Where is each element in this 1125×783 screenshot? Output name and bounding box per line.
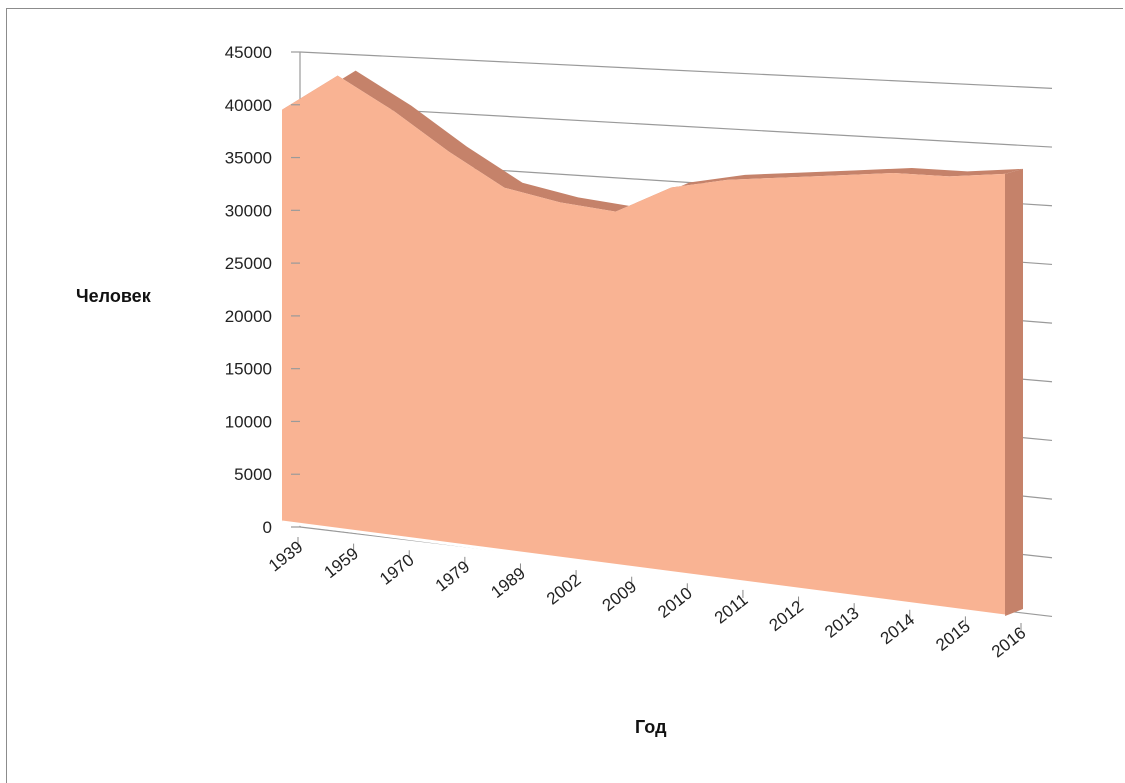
data-point-2014: [910, 166, 914, 170]
x-tick-label: 2012: [765, 597, 807, 635]
area-fill: [282, 75, 1005, 616]
x-axis-title: Год: [635, 717, 667, 737]
gridline: [299, 104, 1053, 148]
data-point-2013: [854, 168, 858, 172]
y-tick-label: 0: [263, 518, 272, 537]
y-tick-label: 5000: [234, 465, 272, 484]
data-point-2015: [965, 169, 969, 173]
gridline: [299, 51, 1053, 90]
y-tick-label: 25000: [225, 254, 272, 273]
data-point-1989: [520, 181, 524, 185]
x-tick-label: 2013: [821, 603, 863, 641]
x-tick-label: 2015: [932, 617, 974, 655]
y-tick-label: 35000: [225, 149, 272, 168]
x-tick-label: 1959: [321, 544, 363, 582]
x-tick-label: 1939: [265, 537, 307, 575]
data-point-2010: [687, 181, 691, 185]
x-tick-label: 2011: [711, 590, 752, 627]
x-tick-label: 2014: [877, 610, 919, 648]
y-axis-ticks: 0 5000 10000 15000 20000 25000 30000 35000 40000…: [225, 43, 300, 537]
data-point-2002: [576, 195, 580, 199]
data-point-2016: [1021, 167, 1025, 171]
area-top-edge: [282, 70, 1023, 212]
data-point-1970: [409, 104, 413, 108]
y-axis-title: Человек: [76, 286, 152, 306]
x-tick-label: 1970: [376, 550, 418, 588]
data-point-2011: [743, 173, 747, 177]
y-tick-label: 10000: [225, 412, 272, 431]
x-tick-label: 2002: [543, 570, 585, 608]
data-point-2012: [799, 171, 803, 175]
y-tick-label: 15000: [225, 360, 272, 379]
y-tick-label: 45000: [225, 43, 272, 62]
y-tick-label: 30000: [225, 201, 272, 220]
area-side: [1005, 168, 1023, 617]
data-point-1959: [354, 69, 358, 73]
y-tick-label: 40000: [225, 96, 272, 115]
x-tick-label: 1989: [487, 564, 529, 602]
x-tick-label: 2016: [988, 623, 1030, 661]
chart-frame: [6, 8, 1123, 783]
area-bottom-edge: [281, 520, 1006, 618]
y-tick-label: 20000: [225, 307, 272, 326]
x-tick-label: 2009: [599, 577, 641, 615]
data-point-2009: [632, 205, 636, 209]
x-tick-label: 2010: [654, 583, 696, 621]
x-tick-label: 1979: [432, 557, 474, 595]
data-area: [281, 69, 1025, 618]
data-point-1979: [465, 145, 469, 149]
